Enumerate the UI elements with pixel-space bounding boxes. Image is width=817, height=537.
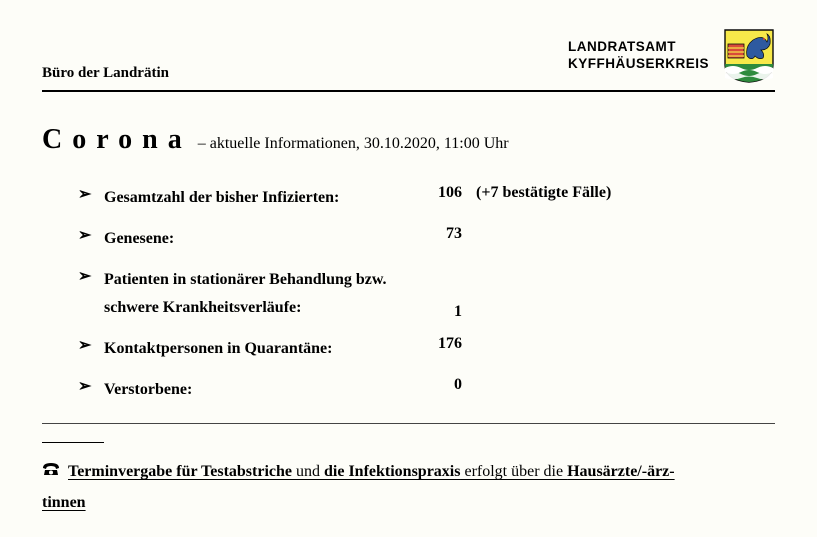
header-right: LANDRATSAMT KYFFHÄUSERKREIS bbox=[568, 28, 775, 84]
coat-of-arms-icon bbox=[723, 28, 775, 84]
title-row: Corona – aktuelle Informationen, 30.10.2… bbox=[42, 124, 775, 156]
short-divider bbox=[42, 442, 104, 443]
bullet-icon: ➢ bbox=[78, 266, 104, 286]
footer-text2: und bbox=[292, 463, 324, 480]
stat-label: Genesene: bbox=[104, 225, 414, 252]
stat-label: Kontaktpersonen in Quarantäne: bbox=[104, 335, 414, 362]
footer-text4: erfolgt über die bbox=[460, 463, 567, 480]
agency-line2: KYFFHÄUSERKREIS bbox=[568, 56, 709, 73]
section-divider bbox=[42, 423, 775, 424]
stat-label: Gesamtzahl der bisher Infizierten: bbox=[104, 184, 414, 211]
footer-note: Terminvergabe für Testabstriche und die … bbox=[42, 457, 775, 518]
stat-label: Patienten in stationärer Behandlung bzw.… bbox=[104, 266, 414, 320]
statistics-list: ➢ Gesamtzahl der bisher Infizierten: 106… bbox=[42, 184, 775, 403]
footer-bold5: Hausärzte/-ärz- bbox=[567, 463, 675, 480]
stat-value: 0 bbox=[414, 376, 462, 394]
stat-label: Verstorbene: bbox=[104, 376, 414, 403]
header-divider bbox=[42, 90, 775, 92]
agency-line1: LANDRATSAMT bbox=[568, 39, 709, 56]
stat-annotation: (+7 bestätigte Fälle) bbox=[462, 184, 611, 202]
stat-value: 1 bbox=[414, 303, 462, 321]
bullet-icon: ➢ bbox=[78, 184, 104, 204]
stat-value: 176 bbox=[414, 335, 462, 353]
page-subtitle: – aktuelle Informationen, 30.10.2020, 11… bbox=[198, 135, 509, 153]
stat-value: 106 bbox=[414, 184, 462, 202]
footer-bold1: Terminvergabe für Testabstriche bbox=[68, 463, 292, 480]
bullet-icon: ➢ bbox=[78, 225, 104, 245]
bullet-icon: ➢ bbox=[78, 335, 104, 355]
stat-value: 73 bbox=[414, 225, 462, 243]
bullet-icon: ➢ bbox=[78, 376, 104, 396]
stat-row: ➢ Verstorbene: 0 bbox=[78, 376, 775, 403]
page-title: Corona bbox=[42, 124, 192, 156]
stat-row: ➢ Kontaktpersonen in Quarantäne: 176 bbox=[78, 335, 775, 362]
stat-row: ➢ Patienten in stationärer Behandlung bz… bbox=[78, 266, 775, 320]
telephone-icon bbox=[42, 457, 60, 487]
stat-row: ➢ Gesamtzahl der bisher Infizierten: 106… bbox=[78, 184, 775, 211]
document-header: Büro der Landrätin LANDRATSAMT KYFFHÄUSE… bbox=[42, 28, 775, 90]
footer-bold3: die Infektionspraxis bbox=[324, 463, 460, 480]
footer-bold6: tinnen bbox=[42, 494, 86, 511]
office-name: Büro der Landrätin bbox=[42, 65, 169, 84]
stat-row: ➢ Genesene: 73 bbox=[78, 225, 775, 252]
agency-name: LANDRATSAMT KYFFHÄUSERKREIS bbox=[568, 39, 709, 73]
